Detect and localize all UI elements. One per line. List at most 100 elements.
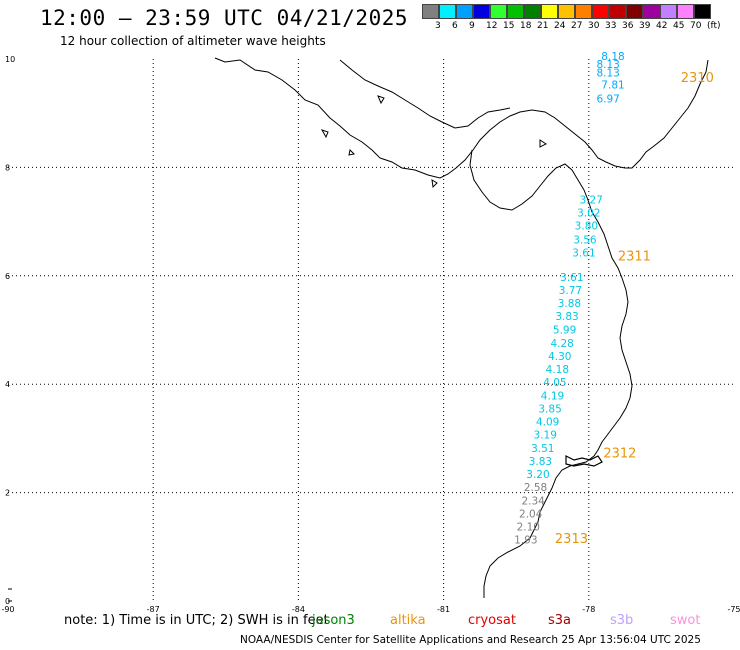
lat-lon-grid <box>8 59 734 602</box>
coastline-colombia-pacific <box>483 211 633 598</box>
y-tick-label: 0 <box>5 597 10 606</box>
legend-label: 42 <box>656 21 668 31</box>
legend-swatch <box>694 4 711 19</box>
legend-label: 18 <box>520 21 532 31</box>
wave-height-value: 2.04 <box>519 509 543 521</box>
legend-label: 3 <box>435 21 441 31</box>
legend-swatch <box>643 4 660 19</box>
legend-swatch <box>490 4 507 19</box>
legend-swatch <box>677 4 694 19</box>
y-tick-label: 2 <box>5 489 10 498</box>
legend-swatch <box>456 4 473 19</box>
wave-height-observations: 8.188.138.137.816.973.273.023.803.563.61… <box>514 51 625 546</box>
y-tick-label: 10 <box>5 55 15 64</box>
wave-height-value: 4.05 <box>543 377 566 389</box>
legend-swatch <box>524 4 541 19</box>
wave-height-value: 4.28 <box>550 338 573 350</box>
wave-height-value: 3.51 <box>531 443 554 455</box>
wave-height-value: 3.19 <box>534 429 557 441</box>
legend-label: (ft) <box>707 21 721 31</box>
axis-tick-labels: -90 -87 -84 -81 -78 -75 0 2 4 6 8 10 <box>1 55 740 614</box>
wave-height-value: 3.85 <box>538 403 561 415</box>
x-tick-label: -90 <box>1 605 14 614</box>
legend-label: 45 <box>673 21 685 31</box>
legend-label: 33 <box>605 21 617 31</box>
wave-height-value: 3.27 <box>580 195 603 207</box>
legend-label: 21 <box>537 21 549 31</box>
x-tick-label: -84 <box>292 605 305 614</box>
wave-height-value: 3.83 <box>529 456 552 468</box>
wave-height-value: 8.18 <box>601 51 624 63</box>
legend-swatch <box>575 4 592 19</box>
legend-swatch <box>660 4 677 19</box>
wave-height-value: 1.93 <box>514 535 537 547</box>
cycle-label: 2313 <box>555 532 588 547</box>
wave-height-value: 2.58 <box>524 482 547 494</box>
coastline-gulf <box>339 59 511 129</box>
x-tick-label: -81 <box>437 605 450 614</box>
legend-label: 30 <box>588 21 600 31</box>
legend-label: 9 <box>469 21 475 31</box>
coastline-tumaco <box>565 455 603 467</box>
wave-height-value: 4.30 <box>548 351 571 363</box>
legend-swatch <box>422 4 439 19</box>
wave-height-value: 3.56 <box>573 234 597 246</box>
wave-height-value: 4.19 <box>541 390 564 402</box>
wave-height-value: 6.97 <box>596 93 619 105</box>
x-tick-label: -75 <box>727 605 740 614</box>
legend-label: 36 <box>622 21 634 31</box>
legend-label: 6 <box>452 21 458 31</box>
legend-label: 24 <box>554 21 566 31</box>
map-subtitle: 12 hour collection of altimeter wave hei… <box>60 34 326 48</box>
wave-height-value: 3.83 <box>555 311 578 323</box>
legend-swatch <box>609 4 626 19</box>
legend-label: 70 <box>690 21 702 31</box>
satellite-label-jason3: jason3 <box>312 613 355 628</box>
legend-swatch <box>507 4 524 19</box>
legend-label: 27 <box>571 21 583 31</box>
y-tick-label: 6 <box>5 272 10 281</box>
legend-swatch <box>558 4 575 19</box>
legend-swatch <box>626 4 643 19</box>
wave-height-value: 3.20 <box>526 469 549 481</box>
cycle-label: 2310 <box>681 71 714 86</box>
satellite-label-cryosat: cryosat <box>468 613 516 628</box>
wave-height-value: 5.99 <box>553 324 576 336</box>
coastline <box>214 57 709 598</box>
x-tick-label: -87 <box>147 605 160 614</box>
legend-label: 39 <box>639 21 651 31</box>
cycle-label: 2311 <box>618 250 651 265</box>
map-title: 12:00 – 23:59 UTC 04/21/2025 <box>40 6 409 30</box>
cycle-labels: 2310 2311 2312 2313 <box>555 71 714 547</box>
wave-height-value: 8.13 <box>596 67 619 79</box>
wave-height-value: 7.81 <box>601 79 624 91</box>
satellite-label-s3a: s3a <box>548 613 572 628</box>
x-tick-label: -78 <box>582 605 595 614</box>
legend-swatch <box>473 4 490 19</box>
wave-height-value: 2.34 <box>521 496 545 508</box>
satellite-label-altika: altika <box>390 613 426 628</box>
satellite-label-s3b: s3b <box>610 613 634 628</box>
wave-height-value: 4.09 <box>536 416 559 428</box>
footer-note: note: 1) Time is in UTC; 2) SWH is in fe… <box>64 613 329 628</box>
coastline-north <box>214 57 709 179</box>
coastline-islands <box>320 95 547 189</box>
wave-height-value: 3.02 <box>577 208 600 220</box>
color-legend <box>422 4 711 19</box>
legend-label: 12 <box>486 21 498 31</box>
wave-height-value: 4.18 <box>546 364 569 376</box>
coastline-azuero <box>469 149 593 213</box>
legend-swatch <box>592 4 609 19</box>
wave-height-value: 3.61 <box>560 272 583 284</box>
wave-height-value: 3.80 <box>575 221 598 233</box>
legend-swatch <box>439 4 456 19</box>
credit-line: NOAA/NESDIS Center for Satellite Applica… <box>240 634 701 646</box>
wave-height-value: 3.77 <box>559 285 582 297</box>
satellite-label-swot: swot <box>670 613 701 628</box>
wave-height-value: 2.10 <box>517 522 540 534</box>
legend-label: 15 <box>503 21 515 31</box>
cycle-label: 2312 <box>603 446 636 461</box>
wave-height-value: 3.88 <box>558 298 581 310</box>
y-tick-label: 4 <box>5 380 10 389</box>
